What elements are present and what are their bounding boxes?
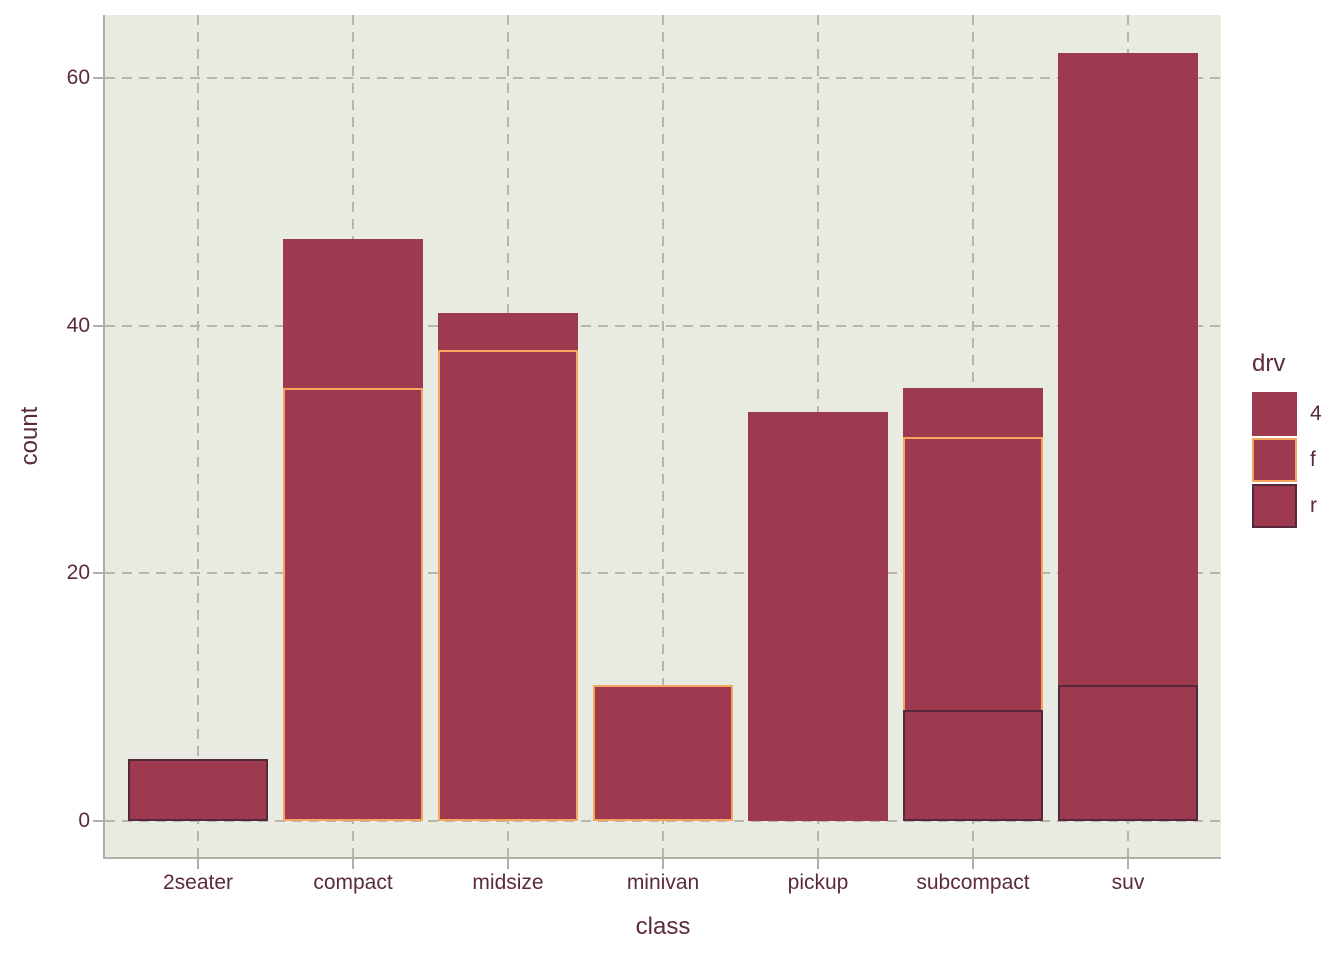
- y-axis-title: count: [16, 406, 43, 466]
- legend-key-r: [1252, 484, 1297, 528]
- x-tick-label: pickup: [787, 871, 849, 894]
- gridline-vertical: [197, 15, 199, 857]
- legend-key-label: 4: [1310, 402, 1322, 425]
- x-tick: [197, 859, 199, 869]
- legend-key-f: [1252, 438, 1297, 482]
- x-tick-label: 2seater: [162, 871, 234, 894]
- legend-title: drv: [1252, 350, 1286, 377]
- bar-compact-4: [283, 238, 423, 388]
- gridline-vertical: [662, 15, 664, 857]
- x-tick: [972, 859, 974, 869]
- bar-subcompact-4: [903, 387, 1043, 438]
- bar-suv-r: [1058, 684, 1198, 821]
- bar-pickup-4: [748, 412, 888, 821]
- legend-key-4: [1252, 392, 1297, 436]
- bar-midsize-4: [438, 313, 578, 351]
- x-tick: [352, 859, 354, 869]
- y-axis-line: [103, 15, 105, 859]
- y-tick-label: 40: [66, 313, 90, 337]
- y-tick-label: 60: [66, 66, 90, 89]
- x-tick-label: suv: [1111, 871, 1145, 894]
- y-tick-label: 0: [78, 809, 90, 832]
- bar-subcompact-f: [903, 437, 1043, 710]
- y-tick: [93, 820, 103, 822]
- x-tick: [662, 859, 664, 869]
- plot-panel: [105, 15, 1221, 857]
- bar-midsize-f: [438, 350, 578, 821]
- y-tick: [93, 572, 103, 575]
- x-tick-label: compact: [313, 871, 393, 894]
- y-tick-label: 20: [66, 561, 90, 585]
- x-tick-label: midsize: [472, 871, 544, 894]
- legend-key-label: r: [1310, 494, 1317, 517]
- x-tick: [817, 859, 819, 869]
- x-tick: [1127, 859, 1129, 869]
- legend-key-label: f: [1310, 448, 1316, 471]
- bar-suv-4: [1058, 53, 1198, 685]
- bar-subcompact-r: [903, 709, 1043, 821]
- x-tick-label: subcompact: [916, 871, 1030, 894]
- y-tick: [93, 324, 103, 327]
- x-axis-title: class: [635, 913, 691, 940]
- x-tick-label: minivan: [626, 871, 700, 894]
- x-tick: [507, 859, 509, 869]
- bar-minivan-f: [593, 684, 733, 821]
- bar-compact-f: [283, 387, 423, 821]
- x-axis-line: [103, 857, 1221, 859]
- bar-2seater-r: [128, 759, 268, 821]
- y-tick: [93, 77, 103, 79]
